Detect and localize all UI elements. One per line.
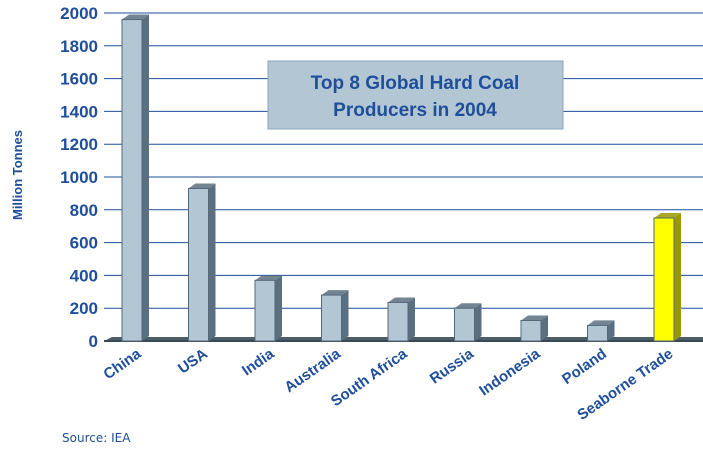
bar-top xyxy=(587,320,615,326)
bar-indonesia xyxy=(520,315,548,342)
bar-side xyxy=(142,14,149,342)
y-tick-label: 1000 xyxy=(60,168,98,187)
chart-title-box: Top 8 Global Hard Coal Producers in 2004 xyxy=(267,60,564,130)
bar-top xyxy=(454,303,482,309)
bar-side xyxy=(674,213,681,341)
bar-top xyxy=(122,14,149,20)
bar-top xyxy=(255,275,282,281)
y-tick-label: 200 xyxy=(70,299,98,318)
category-label: Russia xyxy=(427,345,478,388)
bar-seaborne-trade xyxy=(653,213,681,342)
category-label: Poland xyxy=(559,345,610,388)
bar-side xyxy=(541,315,548,341)
y-tick-label: 1600 xyxy=(60,70,98,89)
bar-front xyxy=(454,307,475,342)
bar-front xyxy=(254,279,276,342)
source-note: Source: IEA xyxy=(62,431,131,445)
bar-top xyxy=(388,297,415,303)
bar-front xyxy=(520,320,542,342)
y-tick-labels: 0 200 400 600 800 1000 1200 1400 1600 1800 2000 xyxy=(60,4,98,351)
bar-front xyxy=(387,301,409,342)
bar-top xyxy=(654,213,681,218)
bar-side xyxy=(607,320,615,341)
category-label: Australia xyxy=(281,345,344,396)
y-tick-label: 0 xyxy=(89,332,98,351)
category-label: China xyxy=(100,345,144,383)
category-label: India xyxy=(239,345,278,379)
y-tick-label: 2000 xyxy=(60,4,98,23)
bar-front xyxy=(653,217,675,342)
bar-front xyxy=(321,294,342,342)
bar-china xyxy=(121,14,149,342)
y-tick-label: 600 xyxy=(70,234,98,253)
y-tick-label: 1800 xyxy=(60,37,98,56)
bar-usa xyxy=(188,183,216,342)
bar-australia xyxy=(321,290,349,342)
bar-top xyxy=(321,290,349,296)
bar-poland xyxy=(587,320,615,342)
bars xyxy=(121,14,681,342)
chart-title-line-2: Producers in 2004 xyxy=(333,100,497,121)
bar-side xyxy=(341,290,349,341)
bar-side xyxy=(275,275,282,341)
bar-top xyxy=(188,183,216,189)
bar-russia xyxy=(454,303,482,342)
y-tick-label: 800 xyxy=(70,201,98,220)
chart-title-line-1: Top 8 Global Hard Coal xyxy=(311,73,520,94)
bar-top xyxy=(521,315,548,321)
bar-front xyxy=(188,187,209,342)
y-tick-label: 1200 xyxy=(60,135,98,154)
bar-side xyxy=(474,303,482,341)
y-axis-label: Million Tonnes xyxy=(10,130,25,220)
bar-side xyxy=(408,297,415,341)
bar-south-africa xyxy=(387,297,415,342)
bar-front xyxy=(121,19,143,342)
bar-india xyxy=(254,275,282,342)
category-label: Indonesia xyxy=(476,345,544,399)
bar-side xyxy=(208,183,216,341)
bar-front xyxy=(587,324,608,342)
category-label: USA xyxy=(175,345,211,377)
y-tick-label: 1400 xyxy=(60,102,98,121)
y-tick-label: 400 xyxy=(70,266,98,285)
